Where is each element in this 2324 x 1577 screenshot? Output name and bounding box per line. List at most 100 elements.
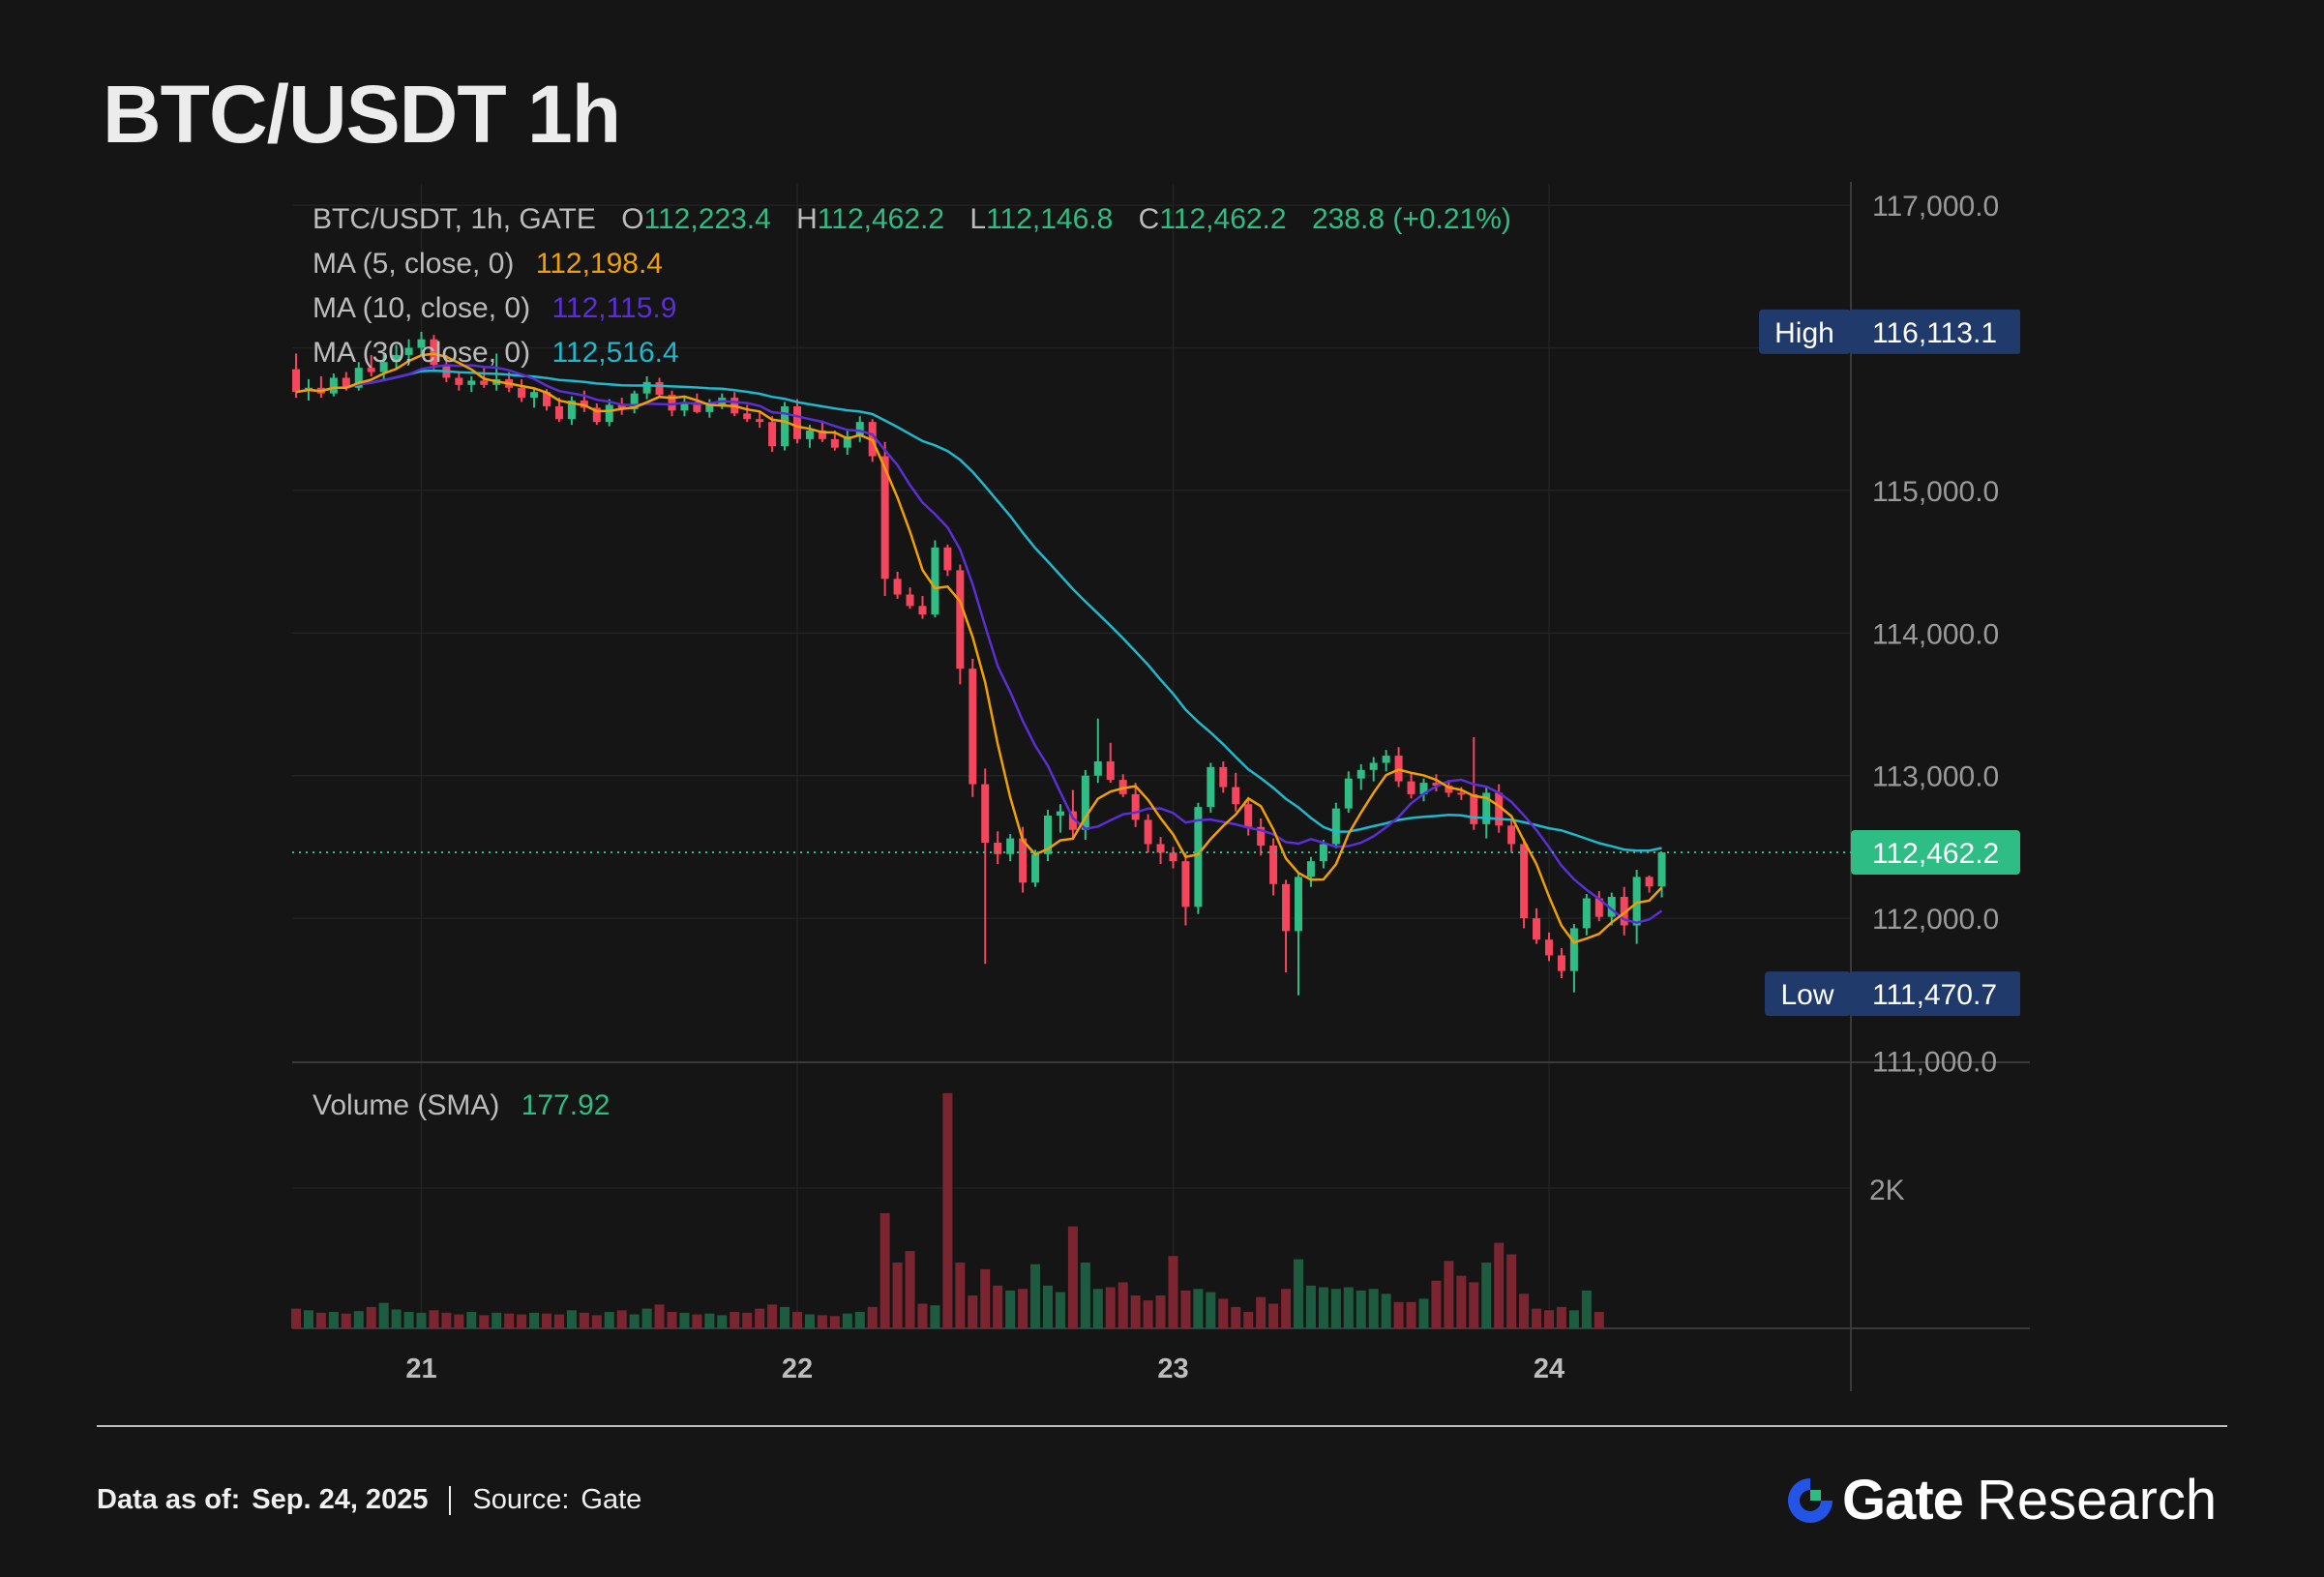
- candle-body: [292, 369, 300, 393]
- candle: [617, 398, 626, 415]
- volume-bar: [867, 1306, 878, 1328]
- candle-body: [404, 347, 413, 355]
- y-tick-label: 114,000.0: [1872, 618, 1999, 650]
- volume-bar: [441, 1312, 452, 1328]
- candle-body: [1369, 762, 1378, 770]
- candle-body: [1006, 838, 1015, 854]
- candle: [1520, 838, 1529, 929]
- candle: [404, 339, 413, 363]
- x-tick-label: 23: [1157, 1354, 1188, 1384]
- ma30-value: 112,516.4: [551, 337, 678, 369]
- candle-body: [605, 404, 613, 423]
- candle-body: [1295, 877, 1302, 932]
- volume-bar: [980, 1268, 991, 1328]
- candle: [430, 335, 438, 370]
- volume-bar: [1568, 1310, 1579, 1328]
- y-tick-label: 115,000.0: [1872, 476, 1999, 508]
- candle: [379, 353, 388, 379]
- volume-bar: [1117, 1282, 1128, 1328]
- candle-body: [918, 606, 927, 615]
- candle: [1657, 852, 1666, 898]
- candle-body: [1181, 861, 1190, 908]
- volume-bar: [955, 1263, 966, 1328]
- candle-body: [781, 405, 790, 447]
- candle: [592, 403, 601, 426]
- volume-bar: [641, 1308, 652, 1328]
- volume-bar: [529, 1312, 540, 1328]
- volume-bar: [1043, 1285, 1053, 1328]
- high-value: 112,462.2: [818, 203, 944, 235]
- volume-bar: [1506, 1254, 1517, 1328]
- candle-body: [756, 419, 764, 423]
- volume-bar: [1594, 1312, 1604, 1328]
- candle-body: [1144, 819, 1152, 845]
- candle-body: [1232, 787, 1240, 805]
- volume-bar: [542, 1313, 551, 1328]
- volume-bar: [1243, 1312, 1254, 1328]
- candle: [1006, 834, 1015, 862]
- candle: [1131, 783, 1140, 827]
- candle: [1031, 849, 1040, 887]
- candle: [1419, 778, 1428, 802]
- candle-body: [1156, 844, 1165, 853]
- candle: [705, 399, 714, 418]
- candle-body: [1482, 792, 1491, 824]
- ma5-value: 112,198.4: [536, 248, 663, 280]
- volume-bar: [303, 1310, 313, 1328]
- volume-bar: [1532, 1308, 1542, 1328]
- candle-body: [430, 339, 438, 366]
- candle-body: [1432, 783, 1441, 787]
- volume-value: 177.92: [521, 1089, 611, 1121]
- candle-body: [1081, 775, 1089, 830]
- ma10-line: [295, 364, 1663, 924]
- ma5-legend: MA (5, close, 0) 112,198.4: [313, 248, 663, 280]
- candles: [292, 331, 1666, 996]
- candle: [843, 431, 851, 456]
- volume-bar: [905, 1251, 915, 1328]
- candle: [455, 372, 463, 391]
- candle: [1269, 838, 1278, 896]
- candle-body: [668, 395, 676, 411]
- candle-body: [1244, 804, 1253, 827]
- candle-body: [1106, 760, 1115, 781]
- candle-body: [906, 594, 914, 607]
- low-value-box: [1851, 971, 2020, 1017]
- y-axis-labels: 117,000.0 115,000.0 114,000.0 113,000.0 112,…: [1869, 191, 1999, 1206]
- volume-bar: [692, 1314, 702, 1328]
- candle-body: [1495, 792, 1504, 826]
- candle-body: [1533, 918, 1541, 940]
- candle-body: [1594, 898, 1603, 917]
- candle-body: [843, 435, 851, 448]
- close-label: C: [1139, 203, 1160, 235]
- candle-body: [1269, 845, 1278, 884]
- candle: [1507, 818, 1516, 853]
- candle-body: [642, 381, 651, 394]
- candle: [1106, 742, 1115, 784]
- moving-averages: [295, 352, 1663, 944]
- ohlc-header: BTC/USDT, 1h, GATE O112,223.4 H112,462.2…: [313, 203, 1511, 235]
- volume-bar: [704, 1313, 715, 1328]
- candle: [367, 354, 375, 376]
- price-markers: High 116,113.1 Low 111,470.7 112,462.2: [292, 309, 2020, 1017]
- volume-bar: [315, 1312, 326, 1328]
- candle: [943, 544, 952, 577]
- date-value: Sep. 24, 2025: [252, 1484, 429, 1515]
- volume-bar: [1168, 1256, 1178, 1328]
- candle-body: [855, 422, 864, 436]
- volume-bar: [1018, 1289, 1028, 1328]
- candle: [1306, 856, 1315, 887]
- candle: [1169, 847, 1177, 869]
- candle: [981, 768, 990, 965]
- candle-body: [1582, 898, 1591, 929]
- candle: [1068, 789, 1077, 839]
- candle-body: [543, 392, 551, 406]
- candle-body: [567, 401, 576, 420]
- candle-body: [655, 381, 664, 396]
- candle: [1295, 874, 1302, 996]
- volume-bar: [1030, 1264, 1041, 1328]
- candle: [417, 331, 426, 355]
- candle: [1620, 886, 1628, 936]
- candle: [530, 387, 539, 408]
- candle-body: [1169, 852, 1177, 862]
- candle-body: [1356, 769, 1365, 779]
